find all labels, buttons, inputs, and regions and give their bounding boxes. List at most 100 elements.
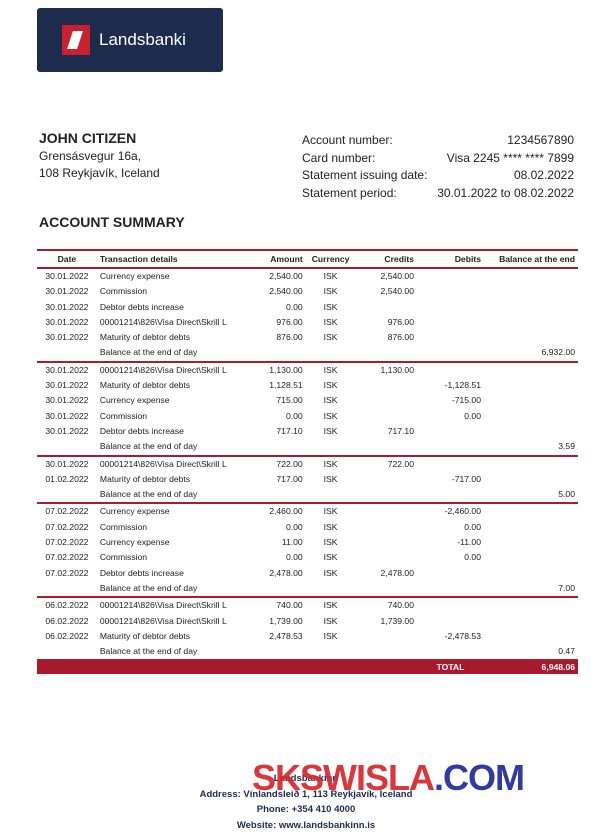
table-cell: 00001214\826\Visa Direct\Skrill L: [99, 615, 227, 626]
table-cell: [416, 644, 484, 662]
table-cell: 11.00: [281, 537, 303, 548]
table-cell: Balance at the end of day: [96, 439, 249, 457]
table-cell: 0.00: [285, 410, 303, 421]
table-row: 30.01.2022 00001214\826\Visa Direct\Skril…: [37, 456, 578, 472]
table-cell: 01.02.2022: [45, 473, 89, 484]
table-cell: [417, 566, 484, 581]
table-cell: Commission: [99, 286, 148, 297]
table-row: Balance at the end of day 0.47: [37, 644, 578, 662]
table-cell: 2,540.00: [380, 271, 414, 281]
table-cell: [355, 580, 417, 599]
info-value: 1234567890: [507, 133, 574, 147]
table-cell: ISK: [323, 615, 338, 626]
table-cell: ISK: [323, 380, 338, 391]
table-cell: ISK: [323, 332, 338, 343]
table-cell: [416, 487, 484, 505]
table-row: 06.02.2022 Maturity of debtor debts 2,478.…: [37, 629, 578, 644]
table-cell: 00001214\826\Visa Direct\Skrill L: [99, 316, 227, 327]
table-cell: [355, 550, 417, 565]
table-cell: 30.01.2022: [45, 271, 89, 281]
table-cell: 876.00: [387, 332, 414, 343]
table-row: Balance at the end of day 5.00: [37, 487, 578, 505]
table-cell: [305, 345, 356, 363]
table-cell: [417, 456, 484, 472]
table-cell: [416, 439, 484, 457]
table-cell: 2,540.00: [269, 286, 303, 297]
table-row: 30.01.2022 Currency expense 715.00 ISK -715.…: [37, 393, 578, 408]
table-cell: [355, 378, 417, 393]
info-value: 08.02.2022: [513, 168, 574, 182]
table-cell: ISK: [323, 410, 338, 421]
table-cell: 0.00: [285, 301, 303, 312]
table-cell: 876.00: [276, 332, 303, 343]
table-cell: Commission: [99, 410, 148, 421]
info-label: Statement issuing date:: [302, 168, 428, 182]
header-cell: Date: [37, 249, 97, 269]
table-cell: [355, 345, 417, 363]
total-value: 6,948.06: [483, 660, 578, 675]
table-cell: [355, 644, 417, 662]
table-cell: ISK: [323, 630, 338, 641]
table-cell: Commission: [99, 552, 148, 563]
table-cell: [355, 535, 417, 550]
table-cell: [484, 330, 578, 345]
table-cell: 2,478.00: [269, 567, 303, 578]
table-cell: ISK: [323, 286, 338, 297]
total-label: TOTAL: [416, 660, 484, 675]
watermark-part: SKSWISLA: [252, 757, 435, 798]
section-title: ACCOUNT SUMMARY: [39, 214, 185, 230]
table-cell: [37, 487, 97, 505]
table-row: Balance at the end of day 6,932.00: [37, 345, 578, 363]
header-cell: Credits: [355, 249, 417, 269]
table-cell: 0.00: [285, 521, 303, 532]
table-cell: [37, 580, 97, 599]
table-cell: 740.00: [387, 600, 414, 611]
table-row: 07.02.2022 Currency expense 11.00 ISK -11.00: [37, 535, 578, 550]
total-row: TOTAL 6,948.06: [37, 660, 578, 675]
table-cell: 30.01.2022: [45, 425, 89, 436]
table-cell: 07.02.2022: [45, 567, 89, 578]
table-cell: 2,460.00: [269, 506, 303, 517]
table-cell: [417, 330, 484, 345]
info-value: 30.01.2022 to 08.02.2022: [437, 185, 574, 200]
table-cell: 740.00: [276, 600, 303, 611]
customer-name: JOHN CITIZEN: [39, 130, 137, 146]
table-cell: -1,128.51: [444, 380, 481, 391]
table-cell: -2,460.00: [444, 506, 481, 517]
table-cell: ISK: [323, 600, 338, 611]
table-cell: 0.00: [285, 552, 303, 563]
table-row: Balance at the end of day 7.00: [37, 580, 578, 599]
header-cell: Balance at the end: [483, 249, 578, 269]
table-row: 01.02.2022 Maturity of debtor debts 717.00…: [37, 472, 578, 487]
table-cell: [484, 535, 578, 550]
table-cell: [416, 345, 484, 363]
table-cell: [484, 550, 578, 565]
table-row: 06.02.2022 00001214\826\Visa Direct\Skril…: [37, 597, 578, 613]
table-cell: Balance at the end of day: [96, 345, 249, 363]
table-cell: ISK: [323, 364, 338, 375]
total-spacer: [37, 660, 417, 675]
table-cell: [484, 393, 578, 408]
table-cell: 717.00: [276, 473, 303, 484]
table-cell: [484, 424, 578, 439]
table-cell: 0.00: [464, 552, 481, 563]
table-cell: 0.47: [483, 644, 578, 662]
footer-website: Website: www.landsbankinn.is: [236, 820, 376, 831]
table-cell: 30.01.2022: [45, 380, 89, 391]
table-cell: [37, 644, 97, 662]
table-cell: 717.10: [276, 425, 303, 436]
table-cell: 7.00: [483, 580, 578, 599]
table-cell: [355, 629, 417, 644]
table-row: 07.02.2022 Currency expense 2,460.00 ISK -2,…: [37, 503, 578, 519]
table-cell: Commission: [99, 521, 148, 532]
table-cell: Currency expense: [99, 271, 170, 281]
table-row: 30.01.2022 Maturity of debtor debts 1,128.…: [37, 378, 578, 393]
table-cell: [417, 268, 484, 284]
table-cell: [484, 566, 578, 581]
table-cell: ISK: [323, 537, 338, 548]
table-cell: 0.00: [464, 410, 481, 421]
table-cell: 976.00: [387, 316, 414, 327]
table-cell: [484, 629, 578, 644]
table-cell: [484, 378, 578, 393]
